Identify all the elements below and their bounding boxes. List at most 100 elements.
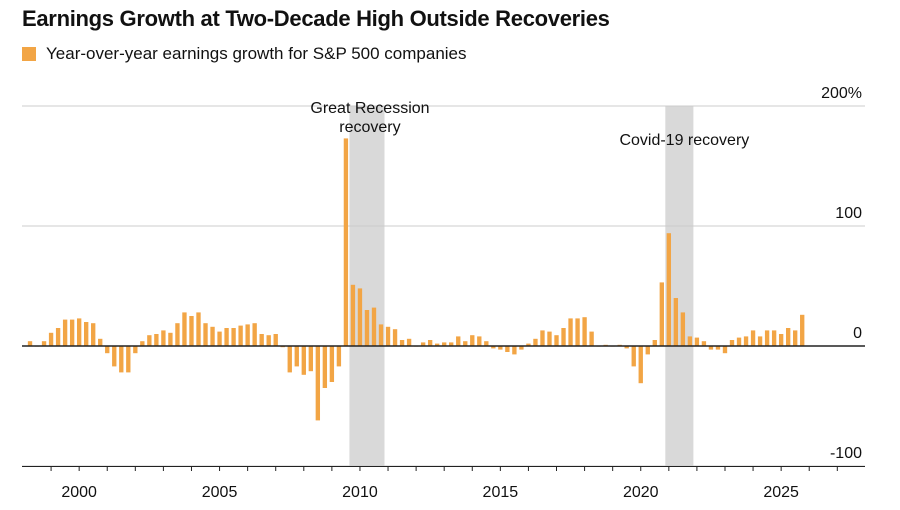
annotation-covid-recovery: Covid-19 recovery: [619, 132, 749, 149]
y-tick-label: 200%: [821, 85, 862, 102]
bar: [378, 324, 384, 346]
bar: [315, 346, 321, 421]
annotation-great-recession: Great Recession: [310, 100, 429, 117]
bar: [385, 326, 391, 346]
bar: [364, 310, 370, 346]
y-tick-label: 100: [835, 205, 862, 222]
bar: [252, 323, 257, 346]
bar: [76, 318, 82, 346]
bar: [673, 298, 679, 346]
bar: [736, 337, 742, 346]
bars: [27, 138, 805, 421]
y-tick-label: -100: [830, 445, 862, 462]
bar: [175, 323, 180, 346]
bar: [484, 341, 489, 346]
bar: [182, 312, 187, 346]
bar: [287, 346, 292, 373]
bar: [498, 346, 503, 350]
bar: [715, 346, 721, 350]
bar: [406, 338, 412, 346]
bar: [133, 346, 138, 354]
legend-label: Year-over-year earnings growth for S&P 5…: [46, 44, 467, 63]
bar: [793, 330, 798, 346]
bar: [399, 340, 405, 346]
bar: [238, 325, 243, 346]
bar: [273, 334, 278, 346]
bar: [259, 334, 264, 346]
bar: [526, 343, 531, 346]
bar: [575, 318, 580, 346]
bar: [750, 330, 756, 346]
bar: [561, 328, 566, 346]
bar: [645, 346, 650, 355]
bar: [343, 138, 349, 346]
bar: [666, 233, 672, 346]
bar: [266, 335, 271, 346]
x-tick-label: 2025: [763, 484, 799, 501]
bar: [680, 312, 686, 346]
bar: [694, 337, 700, 346]
bar: [512, 346, 517, 355]
bar: [357, 288, 363, 346]
bar: [757, 336, 763, 346]
bar: [168, 332, 173, 346]
bar: [84, 322, 89, 346]
bar: [470, 335, 475, 346]
bar: [427, 340, 433, 346]
bar: [491, 346, 496, 349]
bar: [217, 331, 222, 346]
bar: [392, 329, 398, 346]
bar: [119, 346, 124, 373]
bar: [91, 323, 96, 346]
y-tick-labels: 200% 100 0 -100: [821, 85, 862, 462]
x-tick-label: 2000: [61, 484, 97, 501]
legend-swatch: [22, 47, 36, 61]
bar: [147, 335, 152, 346]
bar: [800, 314, 805, 346]
gridlines: [22, 105, 865, 467]
bar: [778, 334, 784, 346]
bar: [336, 346, 342, 367]
bar: [196, 312, 201, 346]
x-tick-label: 2020: [623, 484, 659, 501]
legend: Year-over-year earnings growth for S&P 5…: [22, 44, 467, 64]
x-tick-label: 2005: [202, 484, 238, 501]
bar: [126, 346, 131, 373]
bar: [27, 341, 33, 346]
x-tick-label: 2015: [483, 484, 519, 501]
x-tick-labels: 2000 2005 2010 2015 2020 2025: [61, 484, 799, 501]
bar: [294, 346, 299, 367]
shaded-period-1: [349, 106, 385, 466]
bar: [652, 340, 657, 346]
bar: [582, 317, 587, 346]
bar: [764, 330, 770, 346]
bar: [505, 346, 510, 352]
bar: [722, 346, 728, 354]
annotation-great-recession: recovery: [339, 119, 400, 136]
bar: [771, 330, 777, 346]
bar: [589, 331, 594, 346]
bar: [449, 342, 454, 346]
bar: [69, 319, 75, 346]
bar: [203, 323, 208, 346]
bar: [112, 346, 117, 367]
x-tick-label: 2010: [342, 484, 378, 501]
bar: [729, 340, 735, 346]
bar: [456, 336, 461, 346]
chart-title: Earnings Growth at Two-Decade High Outsi…: [22, 6, 610, 31]
bar: [547, 331, 552, 346]
y-tick-label: 0: [853, 325, 862, 342]
bar: [98, 338, 103, 346]
bar: [245, 324, 250, 346]
bar: [743, 336, 749, 346]
bar: [154, 334, 159, 346]
x-axis: [22, 466, 865, 471]
bar: [420, 342, 426, 346]
bar: [140, 341, 145, 346]
bar: [161, 330, 166, 346]
bar: [224, 328, 229, 346]
bar: [41, 341, 47, 346]
bar: [350, 284, 356, 346]
bar: [568, 318, 573, 346]
